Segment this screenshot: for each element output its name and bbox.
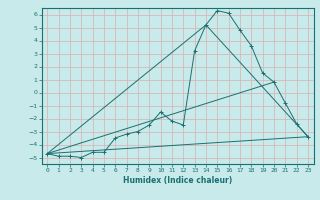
X-axis label: Humidex (Indice chaleur): Humidex (Indice chaleur) — [123, 176, 232, 185]
